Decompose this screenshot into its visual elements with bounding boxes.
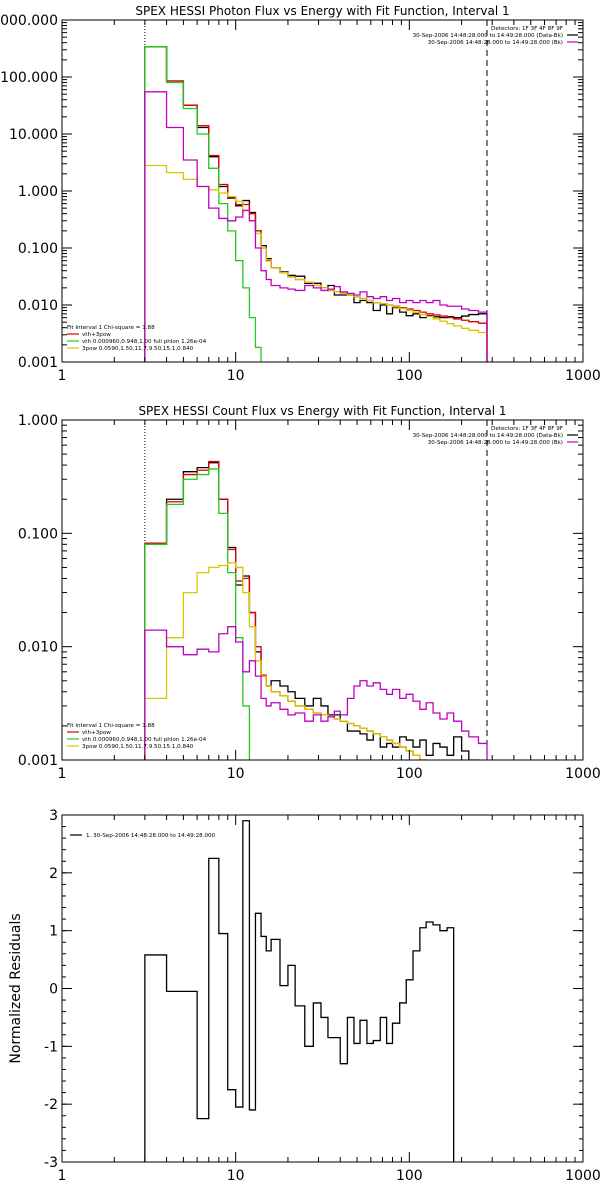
chart-title: SPEX HESSI Photon Flux vs Energy with Fi…: [135, 4, 509, 18]
residual-legend-label: 1. 30-Sep-2006 14:48:28.000 to 14:49:28.…: [86, 833, 216, 839]
y-tick-label: -3: [44, 1155, 58, 1171]
data-series-group: [144, 820, 455, 1162]
plot-frame: [61, 814, 584, 1163]
y-tick-label: 1.000: [18, 184, 58, 200]
x-tick-label: 100: [396, 368, 423, 384]
y-tick-label: -1: [44, 1039, 58, 1055]
data-series-group: [144, 46, 488, 362]
series-vth: [144, 46, 262, 362]
x-tick-label: 1: [58, 1168, 67, 1184]
x-tick-label: 1000: [565, 1168, 600, 1184]
y-tick-label: 100.000: [0, 70, 58, 86]
y-tick-label: 0: [49, 982, 58, 998]
y-tick-label: 0.001: [18, 753, 58, 769]
x-tick-label: 1: [58, 766, 67, 782]
fit-legend-title: Fit Interval 1 Chi-square = 1.88: [67, 723, 155, 729]
chart-panel-1: SPEX HESSI Photon Flux vs Energy with Fi…: [0, 4, 600, 384]
y-tick-label: 0.010: [18, 298, 58, 314]
y-tick-label: 1.000: [18, 413, 58, 429]
chart-panel-3: 1 10 100 1000 -3 -2 -1 0 1 2 3 Normalized Residuals…: [8, 808, 600, 1184]
series-1-30-sep-2006-14-48-28-000-to-14-49-28-000: [144, 820, 455, 1162]
x-tick-label: 100: [396, 766, 423, 782]
series-vth-3pow: [144, 46, 488, 362]
x-tick-label: 10: [227, 766, 245, 782]
y-tick-label: 10.000: [9, 127, 58, 143]
y-tick-label: 0.100: [18, 526, 58, 542]
y-tick-label: 0.001: [18, 355, 58, 371]
data-series-group: [144, 460, 488, 760]
y-tick-label: 0.010: [18, 640, 58, 656]
detector-header-line: Detectors: 1F 3F 4F 8F 9F: [491, 26, 563, 32]
plot-frame: [61, 419, 584, 761]
plot-frame: [61, 19, 584, 363]
x-tick-label: 10: [227, 368, 245, 384]
chart-panel-2: SPEX HESSI Count Flux vs Energy with Fit…: [18, 404, 600, 782]
series-data-bk: [144, 46, 488, 362]
fit-legend-label: 3pow 0.0590,1.50,11.7,9.50,15.1,0.840: [82, 346, 194, 352]
detector-header-line: 30-Sep-2006 14:48:28.000 to 14:49:28.000…: [413, 33, 563, 39]
fit-legend-title: Fit Interval 1 Chi-square = 1.88: [67, 325, 155, 331]
fit-legend-label: vth+3pow: [82, 730, 111, 736]
x-tick-label: 1000: [565, 766, 600, 782]
detector-header-line: 30-Sep-2006 14:48:28.000 to 14:49:28.000…: [428, 440, 563, 446]
detector-header-line: 30-Sep-2006 14:48:28.000 to 14:49:28.000…: [428, 40, 563, 46]
series-3pow: [144, 562, 427, 760]
y-tick-label: 0.100: [18, 241, 58, 257]
series-vth-3pow: [144, 460, 427, 760]
x-tick-label: 100: [396, 1168, 423, 1184]
chart-title: SPEX HESSI Count Flux vs Energy with Fit…: [138, 404, 506, 418]
series-3pow: [144, 164, 488, 362]
series-data-bk: [144, 462, 480, 760]
series-bk: [144, 626, 488, 760]
fit-legend-label: vth+3pow: [82, 332, 111, 338]
x-tick-label: 10: [227, 1168, 245, 1184]
fit-legend-label: 3pow 0.0590,1.50,11.7,9.50,15.1,0.840: [82, 744, 194, 750]
y-axis-label: Normalized Residuals: [8, 913, 24, 1063]
y-tick-label: -2: [44, 1097, 58, 1113]
y-tick-label: 1000.000: [0, 13, 58, 29]
x-tick-label: 1: [58, 368, 67, 384]
y-tick-label: 1: [49, 924, 58, 940]
detector-header-line: 30-Sep-2006 14:48:28.000 to 14:49:28.000…: [413, 433, 563, 439]
fit-legend-label: vth 0.000960,0.948,1.00 full phlon 1.26e…: [82, 339, 207, 345]
y-tick-label: 2: [49, 866, 58, 882]
fit-legend-label: vth 0.000960,0.948,1.00 full phlon 1.26e…: [82, 737, 207, 743]
series-bk: [144, 91, 488, 362]
series-vth: [144, 468, 251, 760]
y-tick-label: 3: [49, 808, 58, 824]
detector-header-line: Detectors: 1F 3F 4F 8F 9F: [491, 426, 563, 432]
x-tick-label: 1000: [565, 368, 600, 384]
